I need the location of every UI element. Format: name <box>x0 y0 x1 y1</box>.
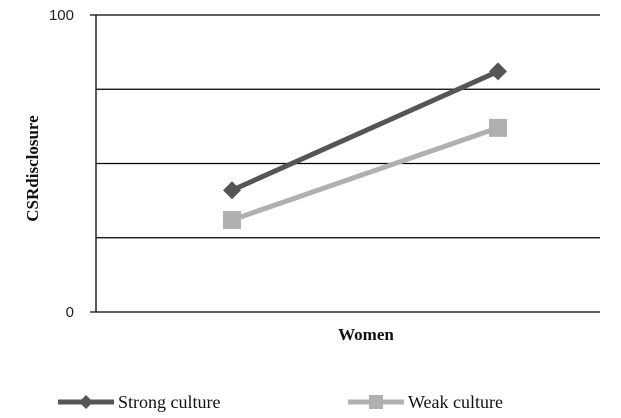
legend: Strong culture Weak culture <box>58 392 503 412</box>
legend-item: Strong culture <box>58 392 220 412</box>
data-point-square <box>489 118 507 137</box>
series-line <box>230 69 500 193</box>
series-strong-culture <box>223 62 507 200</box>
data-point-diamond <box>79 395 93 409</box>
series-lines <box>223 62 507 229</box>
data-point-square <box>223 210 241 229</box>
x-axis-title: Women <box>338 325 394 344</box>
y-axis-title: CSRdisclosure <box>23 115 42 222</box>
data-point-diamond <box>489 62 507 81</box>
legend-label: Strong culture <box>118 392 220 412</box>
legend-label: Weak culture <box>408 392 503 412</box>
y-tick-labels: 0 100 <box>49 7 96 321</box>
data-point-square <box>369 395 383 409</box>
series-line <box>231 125 499 223</box>
gridlines <box>96 14 600 239</box>
y-tick-label: 0 <box>66 304 74 321</box>
y-tick-label: 100 <box>49 7 74 24</box>
series-weak-culture <box>223 118 507 229</box>
data-point-diamond <box>223 181 241 200</box>
legend-item: Weak culture <box>348 392 503 412</box>
